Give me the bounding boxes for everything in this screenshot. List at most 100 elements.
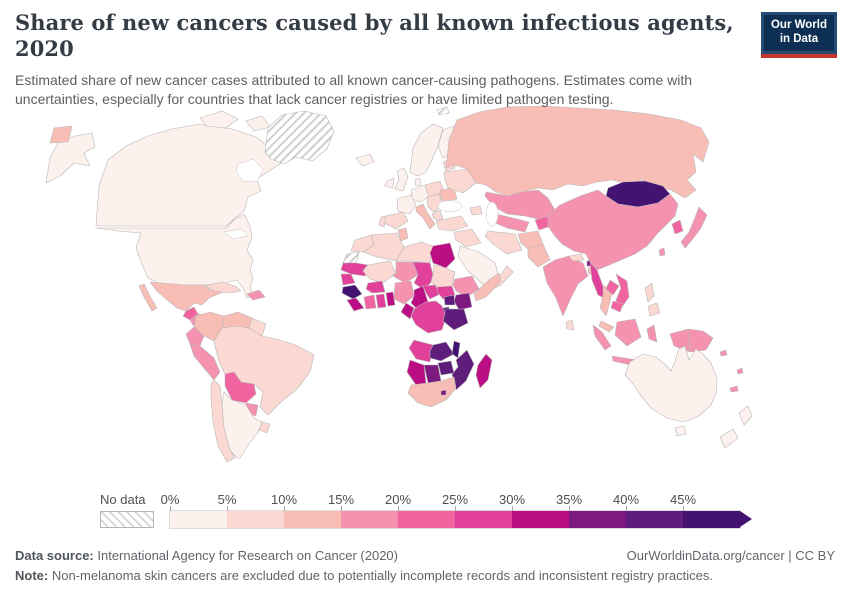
country-iran[interactable]: [484, 230, 523, 255]
country-melanesia-2[interactable]: [736, 367, 744, 375]
country-congo-gabon[interactable]: [400, 302, 415, 320]
country-south-korea[interactable]: [671, 219, 684, 235]
country-pakistan[interactable]: [527, 243, 551, 268]
country-south-africa[interactable]: [407, 376, 457, 408]
country-japan[interactable]: [680, 206, 708, 249]
country-philippines-luzon[interactable]: [644, 282, 655, 303]
country-uruguay[interactable]: [258, 421, 271, 434]
country-greenland[interactable]: [264, 110, 335, 165]
country-zambia[interactable]: [429, 341, 455, 362]
country-malaysia[interactable]: [598, 320, 615, 333]
country-papua-new-guinea[interactable]: [687, 328, 714, 353]
country-ecuador[interactable]: [185, 326, 205, 347]
country-argentina[interactable]: [221, 391, 263, 459]
country-new-zealand-south[interactable]: [719, 428, 739, 449]
country-mauritania[interactable]: [340, 262, 369, 277]
country-iceland[interactable]: [355, 153, 375, 167]
country-turkey[interactable]: [435, 215, 469, 232]
country-dr-congo[interactable]: [410, 300, 447, 334]
country-brazil[interactable]: [213, 325, 315, 416]
country-caucasus[interactable]: [469, 205, 483, 216]
legend-bin-25%[interactable]: [455, 511, 512, 528]
country-cambodia[interactable]: [610, 300, 624, 313]
country-uganda[interactable]: [443, 294, 456, 306]
country-mexico-baja[interactable]: [138, 283, 158, 312]
country-ireland[interactable]: [384, 177, 395, 189]
country-senegal-gambia[interactable]: [340, 273, 356, 286]
country-peru[interactable]: [189, 343, 221, 381]
country-indonesia-borneo[interactable]: [614, 318, 642, 347]
country-france[interactable]: [396, 194, 417, 215]
country-australia[interactable]: [624, 345, 718, 423]
country-hispaniola[interactable]: [246, 289, 266, 301]
country-china[interactable]: [547, 189, 679, 271]
country-lesotho[interactable]: [440, 389, 447, 396]
country-tanzania[interactable]: [442, 308, 469, 331]
legend-no-data-swatch[interactable]: [100, 511, 154, 528]
country-malawi[interactable]: [451, 340, 461, 359]
country-russia-chukotka[interactable]: [49, 125, 73, 144]
country-kenya[interactable]: [453, 292, 473, 311]
country-mali[interactable]: [362, 260, 397, 284]
owid-credit-link[interactable]: OurWorldinData.org/cancer | CC BY: [626, 548, 835, 563]
country-botswana[interactable]: [423, 364, 442, 384]
country-zimbabwe[interactable]: [437, 360, 455, 376]
country-somalia[interactable]: [473, 272, 502, 302]
country-australia-tasmania[interactable]: [674, 425, 687, 437]
country-egypt[interactable]: [429, 242, 456, 269]
country-philippines-mindanao[interactable]: [647, 302, 661, 317]
country-togo-benin[interactable]: [385, 291, 396, 307]
country-sri-lanka[interactable]: [565, 319, 575, 331]
country-canada-arctic-2[interactable]: [245, 115, 271, 132]
country-united-states-alaska[interactable]: [45, 132, 96, 184]
country-cuba[interactable]: [203, 281, 242, 294]
country-bolivia[interactable]: [224, 371, 257, 404]
country-mozambique[interactable]: [451, 349, 475, 391]
country-burkina-faso[interactable]: [365, 280, 386, 294]
country-guinea[interactable]: [341, 284, 363, 300]
country-madagascar[interactable]: [475, 353, 493, 389]
country-syria-iraq[interactable]: [453, 228, 482, 248]
country-russia[interactable]: [445, 105, 710, 199]
legend-bin-35%[interactable]: [569, 511, 626, 528]
owid-logo[interactable]: Our World in Data: [760, 12, 837, 58]
country-namibia[interactable]: [406, 359, 427, 386]
country-new-zealand-north[interactable]: [738, 405, 753, 426]
country-indonesia-sumatra[interactable]: [592, 324, 612, 351]
country-tunisia[interactable]: [397, 227, 409, 242]
country-norway-sweden[interactable]: [409, 123, 444, 177]
country-united-kingdom[interactable]: [394, 167, 409, 192]
country-sierra-leone-liberia[interactable]: [346, 297, 365, 312]
country-angola[interactable]: [408, 339, 434, 363]
legend-bin-0%[interactable]: [170, 511, 227, 528]
country-melanesia-3[interactable]: [729, 385, 739, 393]
country-portugal[interactable]: [378, 215, 387, 228]
country-spain[interactable]: [383, 211, 409, 230]
legend-bin-5%[interactable]: [227, 511, 284, 528]
legend-bin-10%[interactable]: [284, 511, 341, 528]
country-svalbard[interactable]: [436, 106, 450, 116]
country-western-sahara[interactable]: [342, 251, 360, 264]
legend-bin-30%[interactable]: [512, 511, 569, 528]
country-canada-arctic-1[interactable]: [199, 110, 239, 129]
country-nepal[interactable]: [568, 253, 585, 262]
legend-bin-20%[interactable]: [398, 511, 455, 528]
country-taiwan[interactable]: [658, 247, 666, 257]
country-ivory-coast[interactable]: [363, 294, 377, 310]
country-denmark[interactable]: [414, 177, 422, 187]
country-venezuela[interactable]: [221, 311, 253, 329]
country-algeria[interactable]: [362, 232, 405, 262]
country-ghana[interactable]: [375, 293, 387, 309]
legend-bin-40%[interactable]: [626, 511, 683, 528]
legend-bin-15%[interactable]: [341, 511, 398, 528]
country-melanesia-1[interactable]: [719, 349, 728, 357]
country-laos[interactable]: [605, 279, 620, 296]
legend-bin-45%[interactable]: [683, 511, 740, 528]
country-united-states[interactable]: [95, 213, 255, 299]
country-central-african-republic[interactable]: [422, 284, 441, 300]
country-chile[interactable]: [210, 379, 236, 463]
country-india[interactable]: [542, 255, 589, 317]
country-indonesia-sulawesi[interactable]: [646, 324, 658, 343]
country-italy[interactable]: [415, 203, 436, 230]
country-nigeria[interactable]: [393, 280, 415, 305]
